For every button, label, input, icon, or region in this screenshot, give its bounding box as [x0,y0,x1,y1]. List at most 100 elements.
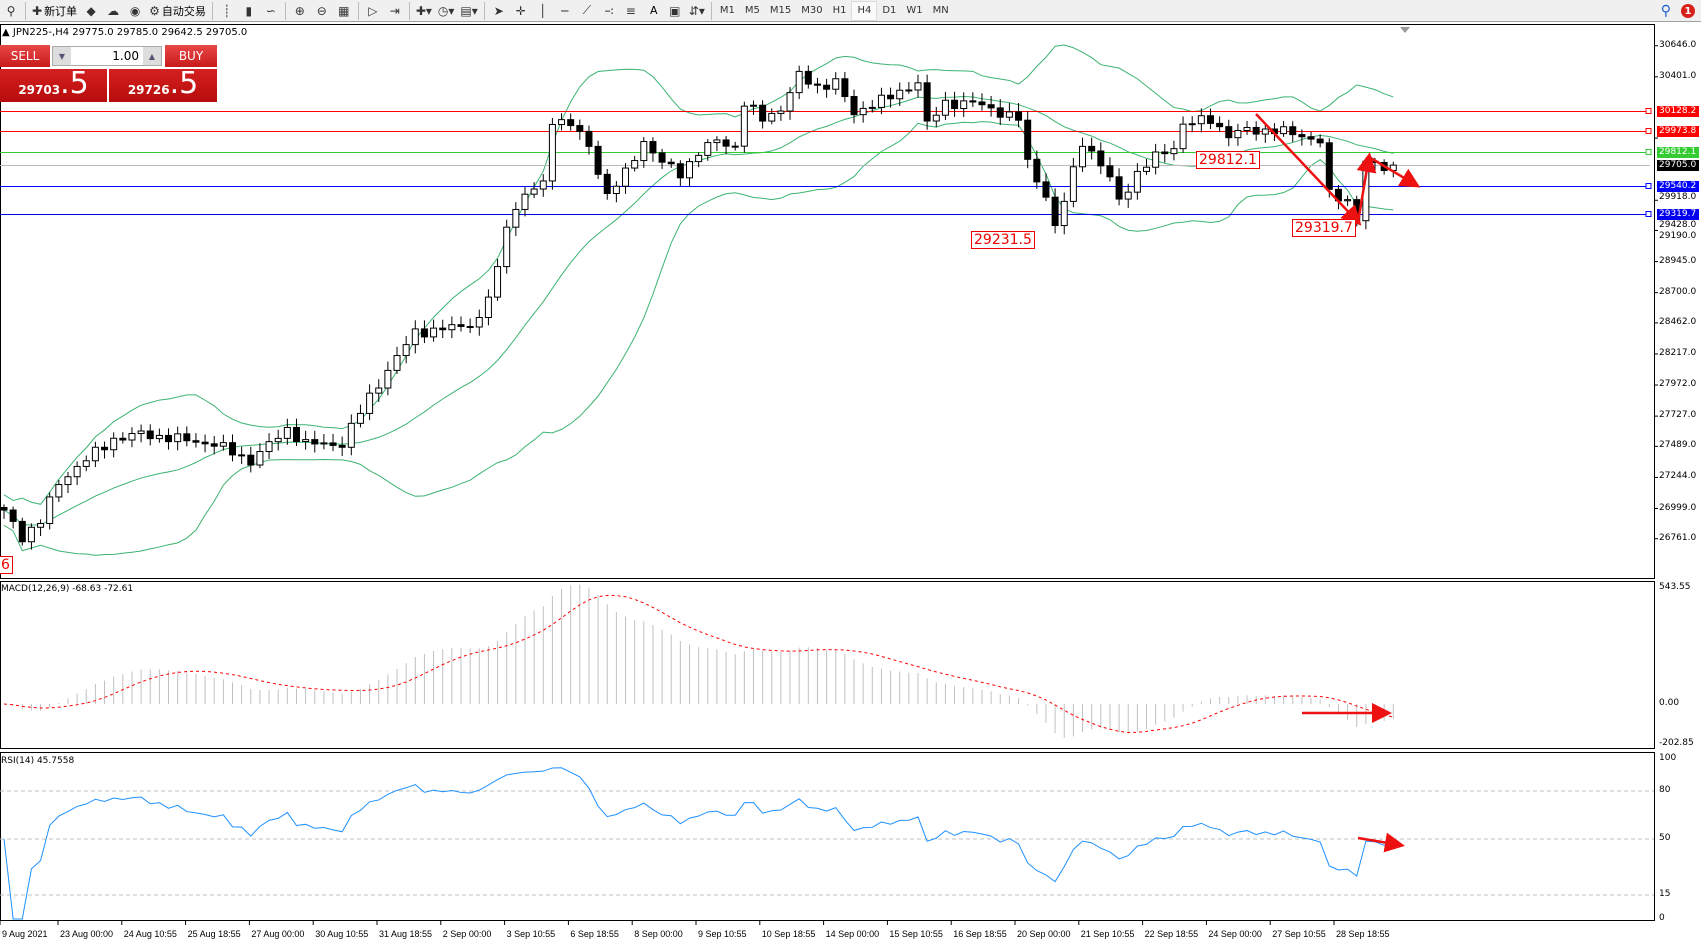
candle [82,460,90,467]
date-label: 22 Sep 18:55 [1144,929,1199,939]
indicators-button[interactable]: ✚▾ [413,1,435,21]
candle [110,437,118,451]
candle [128,432,136,441]
candle [704,142,712,156]
auto-trading-button[interactable]: ⚙ 自动交易 [146,1,209,21]
candle [210,443,218,447]
candle [731,145,739,148]
bar-chart-button[interactable]: ┊ [216,1,238,21]
candle [274,437,282,443]
candle [475,317,483,328]
candle [302,439,310,443]
zoom-in-button[interactable]: ⊕ [289,1,311,21]
magnifier-button[interactable]: ⚲ [0,1,22,21]
date-label: 8 Sep 00:00 [634,929,683,939]
rsi-frame [0,752,1655,921]
macd-tick-label: -202.85 [1659,738,1694,748]
lot-decrease-icon[interactable]: ▼ [53,47,71,65]
crosshair-icon: ✛ [515,3,526,18]
zoom-out-button[interactable]: ⊖ [311,1,333,21]
periods-button[interactable]: ◷▾ [435,1,458,21]
timeframe-m1[interactable]: M1 [719,5,735,16]
candle [640,141,648,162]
trendline-button[interactable]: ⟋ [576,1,598,21]
candle [786,92,794,112]
candle [1152,151,1160,168]
candle [539,180,547,190]
timeframe-m30[interactable]: M30 [801,5,823,16]
equidistant-channel-icon: ∹ [603,3,614,18]
candle [1051,196,1059,227]
lot-increase-icon[interactable]: ▲ [143,47,161,65]
buy-button[interactable]: BUY [165,45,217,67]
price-annotation[interactable]: 6 [0,556,13,574]
candle [1188,123,1196,126]
candle [18,520,26,543]
candle [1005,111,1013,118]
sell-button[interactable]: SELL [0,45,50,67]
fibonacci-button[interactable]: ≡ [620,1,642,21]
red-arrow-annotation [1255,113,1362,226]
timeframe-m5[interactable]: M5 [744,5,760,16]
arrows-button[interactable]: ⇵▾ [686,1,708,21]
candle [366,392,374,414]
cursor-button[interactable]: ➤ [488,1,510,21]
timeframe-m15[interactable]: M15 [769,5,792,16]
tile-windows-button[interactable]: ▦ [333,1,355,21]
candle [1216,122,1224,128]
candle [411,328,419,346]
candle [329,442,337,446]
candle [1170,148,1178,155]
line-chart-button[interactable]: ∽ [260,1,282,21]
price-annotation[interactable]: 29812.1 [1196,151,1260,169]
auto-scroll-button[interactable]: ▷ [362,1,384,21]
equidistant-channel-button[interactable]: ∹ [598,1,620,21]
timeframe-w1[interactable]: W1 [906,5,923,16]
price-annotation[interactable]: 29231.5 [971,231,1035,249]
cursor-icon: ➤ [493,3,504,18]
new-order-button[interactable]: ✚ 新订单 [29,1,80,21]
chart-shift-marker [1400,27,1410,33]
notification-badge[interactable]: 1 [1681,4,1695,18]
red-arrow-annotation [1368,155,1421,188]
candle [896,89,904,100]
timeframe-d1[interactable]: D1 [882,5,897,16]
vertical-line-button[interactable]: │ [532,1,554,21]
fibonacci-icon: ≡ [625,3,636,18]
text-button[interactable]: A [642,1,664,21]
price-level-label: 29973.8 [1657,125,1699,137]
rsi-tick-label: 50 [1659,833,1671,843]
market-watch-button[interactable]: ◆ [80,1,102,21]
text-label-button[interactable]: ▣ [664,1,686,21]
price-level-label: 30128.2 [1657,105,1699,117]
search-icon[interactable]: ⚲ [1660,3,1671,19]
candle [996,107,1004,118]
price-annotation[interactable]: 29319.7 [1292,219,1356,237]
navigator-button[interactable]: ☁ [102,1,124,21]
templates-button[interactable]: ▤▾ [457,1,480,21]
sell-price[interactable]: 29703.5 [0,69,107,102]
crosshair-button[interactable]: ✛ [510,1,532,21]
timeframe-h1[interactable]: H1 [832,5,847,16]
buy-price[interactable]: 29726.5 [109,69,217,102]
symbol-ohlc: JPN225-,H4 29775.0 29785.0 29642.5 29705… [12,27,248,38]
new-order-icon: ✚ [32,3,43,18]
candlestick-button[interactable]: ▮ [238,1,260,21]
timeframe-h4[interactable]: H4 [851,0,878,21]
candle [1143,166,1150,172]
candle [576,125,584,132]
chart-shift-button[interactable]: ⇥ [384,1,406,21]
lot-size-stepper[interactable]: ▼ 1.00 ▲ [52,46,162,66]
candle [311,439,319,445]
candle [1024,119,1032,160]
lot-size-input[interactable]: 1.00 [112,49,139,63]
signal-button[interactable]: ◉ [124,1,146,21]
candle [1179,123,1187,150]
price-tick-label: 29190.0 [1659,230,1697,241]
timeframe-mn[interactable]: MN [932,5,949,16]
horizontal-line-button[interactable]: ─ [554,1,576,21]
candle [356,412,364,424]
candle [1033,158,1041,183]
candle [37,522,45,528]
